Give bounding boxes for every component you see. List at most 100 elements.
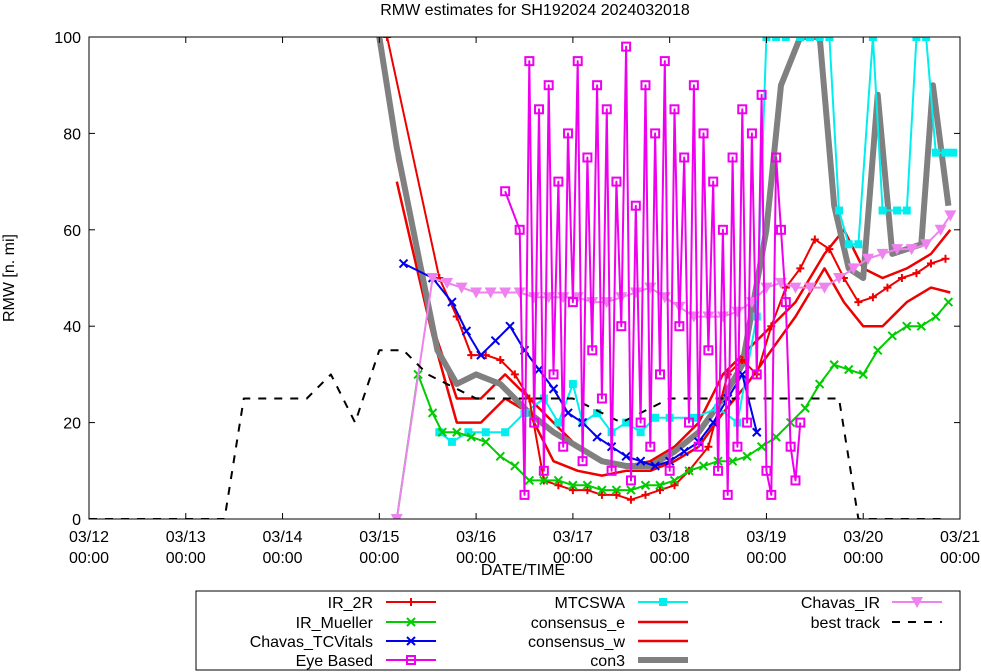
data-point-eye-based <box>596 393 607 404</box>
x-tick-label-time: 00:00 <box>263 550 303 567</box>
legend-item-con3: con3 <box>590 653 688 670</box>
series-con3 <box>376 37 952 469</box>
data-point-ir-2r <box>568 486 577 495</box>
data-point-mtcswa <box>931 148 940 157</box>
data-point-ir-mueller <box>931 311 941 322</box>
legend-marker <box>406 636 416 646</box>
data-point-eye-based <box>514 224 525 235</box>
data-point-chavas-ir <box>803 282 816 294</box>
data-point-ir-mueller <box>684 466 694 476</box>
data-point-ir-mueller <box>452 427 462 437</box>
data-point-chavas-ir <box>426 273 439 284</box>
y-axis: 0 20 40 60 80 100 <box>54 30 960 529</box>
data-point-chavas-ir <box>470 287 483 299</box>
data-point-eye-based <box>582 152 593 163</box>
y-tick-label: 100 <box>54 30 81 47</box>
x-tick-label-time: 00:00 <box>359 550 399 567</box>
data-point-ir-mueller <box>943 297 954 307</box>
data-point-mtcswa <box>878 206 887 215</box>
data-point-eye-based <box>751 369 762 380</box>
data-point-ir-mueller <box>829 360 839 370</box>
data-point-mtcswa <box>568 380 577 389</box>
data-point-ir-mueller <box>553 475 564 486</box>
legend-label: IR_2R <box>328 595 373 612</box>
data-point-eye-based <box>558 441 569 452</box>
data-point-ir-mueller <box>756 441 767 452</box>
legend-label: consensus_e <box>531 615 625 632</box>
data-point-ir-mueller <box>771 432 781 442</box>
legend-box <box>195 590 961 671</box>
data-point-mtcswa <box>636 428 645 437</box>
data-point-chavas-ir <box>716 311 729 323</box>
data-point-chavas-tcvitals <box>447 297 457 307</box>
data-point-chavas-ir <box>390 514 403 519</box>
data-point-eye-based <box>524 56 535 67</box>
data-point-ir-mueller <box>800 403 810 413</box>
data-point-ir-mueller <box>843 364 854 375</box>
data-point-ir-2r <box>383 37 392 41</box>
data-point-ir-2r <box>926 259 935 268</box>
data-point-mtcswa <box>501 428 510 437</box>
x-axis-label: DATE/TIME <box>481 562 565 579</box>
data-point-mtcswa <box>772 37 781 41</box>
legend-label: con3 <box>590 653 625 670</box>
data-point-mtcswa <box>447 437 456 446</box>
data-point-eye-based <box>761 465 772 476</box>
data-point-chavas-tcvitals <box>592 432 602 442</box>
legend-item-best-track: best track <box>811 615 942 632</box>
legend-item-consensus-e: consensus_e <box>531 615 688 632</box>
data-point-eye-based <box>606 465 617 476</box>
data-point-eye-based <box>737 104 748 115</box>
x-tick-label-time: 00:00 <box>456 550 496 567</box>
data-point-ir-mueller <box>742 451 752 462</box>
data-point-eye-based <box>688 80 699 91</box>
data-point-chavas-ir <box>629 287 642 299</box>
series-eye-based <box>500 41 806 500</box>
y-tick-label: 20 <box>63 416 81 433</box>
data-point-ir-2r <box>796 264 805 273</box>
data-point-eye-based <box>611 176 622 187</box>
x-tick-label-date: 03/17 <box>553 529 593 546</box>
data-point-eye-based <box>587 345 598 356</box>
chart-title: RMW estimates for SH192024 2024032018 <box>380 2 690 19</box>
data-point-eye-based <box>698 128 709 139</box>
data-point-ir-mueller <box>466 432 476 442</box>
x-tick-label-time: 00:00 <box>166 550 206 567</box>
data-point-eye-based <box>674 321 685 332</box>
data-point-mtcswa <box>781 37 790 41</box>
x-tick-label-time: 00:00 <box>940 550 980 567</box>
data-point-eye-based <box>630 200 641 211</box>
series-layer <box>89 37 958 519</box>
data-point-ir-2r <box>810 235 819 244</box>
data-point-ir-mueller <box>902 321 912 331</box>
data-point-ir-mueller <box>873 345 883 356</box>
data-point-mtcswa <box>481 428 490 437</box>
data-point-eye-based <box>766 489 777 500</box>
data-point-eye-based <box>553 176 564 187</box>
x-tick-label-date: 03/12 <box>69 529 109 546</box>
data-point-ir-2r <box>612 490 621 499</box>
data-point-ir-mueller <box>597 485 607 495</box>
data-point-ir-2r <box>626 495 635 504</box>
data-point-mtcswa <box>941 148 950 157</box>
data-point-ir-mueller <box>539 475 549 486</box>
data-point-ir-mueller <box>626 485 636 495</box>
y-tick-label: 80 <box>63 126 81 143</box>
series-line-con3 <box>376 37 952 469</box>
x-tick-label-date: 03/19 <box>746 529 786 546</box>
data-point-chavas-ir <box>905 244 918 256</box>
data-point-ir-mueller <box>611 485 622 495</box>
data-point-ir-mueller <box>437 427 447 437</box>
legend-label: IR_Mueller <box>296 615 374 632</box>
data-point-eye-based <box>669 104 680 115</box>
data-point-ir-2r <box>496 355 505 364</box>
data-point-mtcswa <box>554 418 563 427</box>
data-point-ir-mueller <box>582 480 593 490</box>
data-point-eye-based <box>543 80 554 91</box>
y-tick-label: 40 <box>63 319 81 336</box>
legend-label: MTCSWA <box>554 595 625 612</box>
data-point-mtcswa <box>854 240 863 249</box>
legend-item-ir-mueller: IR_Mueller <box>296 615 436 632</box>
data-point-eye-based <box>621 41 632 52</box>
series-best-track <box>89 349 941 519</box>
